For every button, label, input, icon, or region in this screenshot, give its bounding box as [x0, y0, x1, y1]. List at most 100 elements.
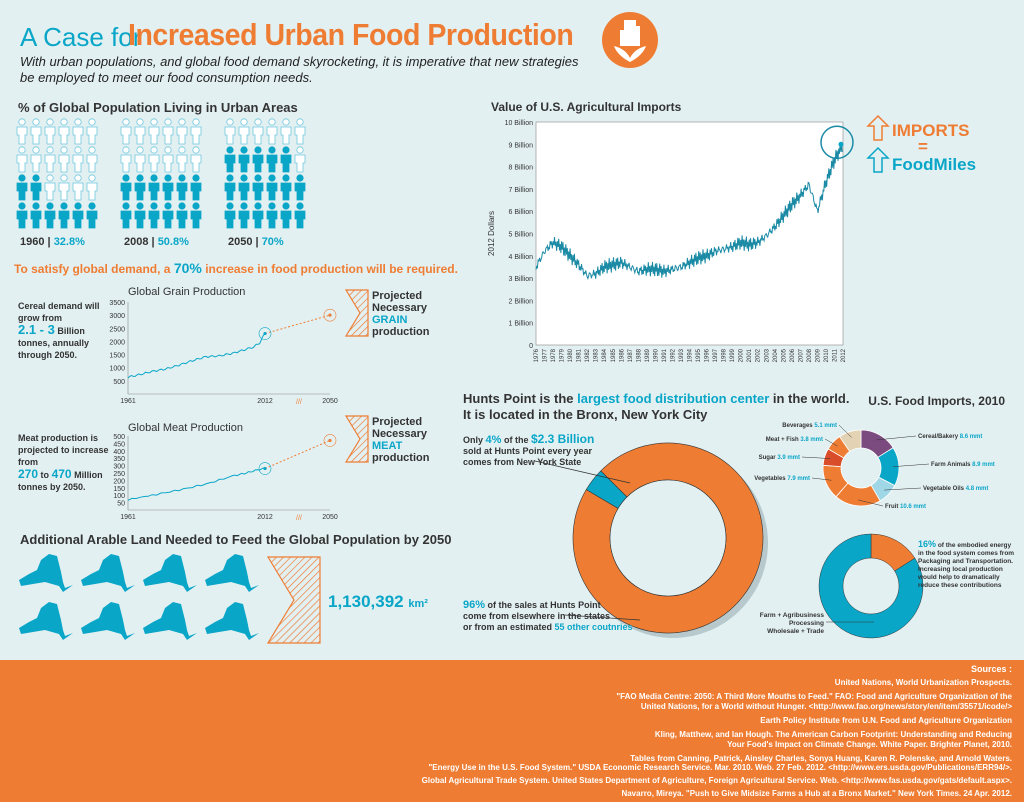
- x-tick-label: 2009: [815, 348, 821, 362]
- y-tick-label: 500: [113, 379, 125, 386]
- person-icon: [252, 118, 264, 145]
- person-icon: [266, 174, 278, 201]
- y-tick-label: 6 Billion: [508, 209, 533, 216]
- person-icon: [294, 202, 306, 229]
- person-icon: [266, 146, 278, 173]
- demand-statement: To satisfy global demand, a 70% increase…: [14, 260, 458, 276]
- year-2050: 2050: [228, 236, 253, 248]
- y-tick-label: 2 Billion: [508, 298, 533, 305]
- person-icon: [148, 174, 160, 201]
- x-tick-label: 1980: [568, 348, 574, 362]
- chart-title: Global Grain Production: [128, 286, 245, 298]
- y-tick-label: 7 Billion: [508, 187, 533, 194]
- energy-labels: Farm + Agribusiness Processing Wholesale…: [759, 612, 824, 635]
- x-tick-label: 1979: [560, 348, 566, 362]
- person-icon: [16, 202, 28, 229]
- meat-projection-label: Projected Necessary MEAT production: [372, 416, 430, 464]
- x-tick-label: 2050: [322, 398, 338, 405]
- x-tick-label: 2050: [322, 514, 338, 521]
- x-tick-label: 2012: [257, 398, 273, 405]
- leader-line: [884, 487, 922, 491]
- city-leaf-logo-icon: [602, 12, 658, 68]
- x-tick-label: 2012: [257, 514, 273, 521]
- chart-title: Value of U.S. Agricultural Imports: [491, 100, 682, 114]
- slice-label: Fruit 10.6 mmt: [885, 504, 926, 510]
- imports-chart: Value of U.S. Agricultural Imports 0 1 Bil…: [487, 100, 854, 362]
- person-icon: [72, 202, 84, 229]
- x-tick-label: 1981: [577, 348, 583, 362]
- person-icon: [86, 146, 98, 173]
- x-tick-label: 2008: [807, 348, 813, 362]
- person-icon: [280, 202, 292, 229]
- person-icon: [238, 174, 250, 201]
- person-icon: [190, 202, 202, 229]
- y-tick-label: 2000: [109, 339, 125, 346]
- x-tick-label: 1983: [594, 348, 600, 362]
- leader-line: [876, 435, 917, 441]
- person-icon: [176, 202, 188, 229]
- person-icon: [280, 118, 292, 145]
- imports-series-line: [535, 142, 843, 280]
- equals-label: =: [918, 137, 928, 156]
- slice-label: Farm Animals 8.9 mmt: [931, 462, 995, 468]
- grain-note: Cereal demand will grow from 2.1 - 3 Bil…: [18, 301, 100, 360]
- chart-title: U.S. Food Imports, 2010: [868, 394, 1005, 408]
- grain-projection-label: Projected Necessary GRAIN production: [372, 290, 430, 338]
- x-tick-label: 1982: [585, 348, 591, 362]
- subtitle: With urban populations, and global food …: [20, 54, 579, 85]
- y-tick-label: 1000: [109, 366, 125, 373]
- plot-area: [535, 121, 844, 346]
- hunts-ny-note: Only 4% of the $2.3 Billion sold at Hunt…: [463, 432, 595, 467]
- hunts-elsewhere-note: 96% of the sales at Hunts Point come fro…: [463, 599, 633, 633]
- x-tick-label: 2003: [764, 348, 770, 362]
- axis-break-icon: ///: [296, 515, 302, 522]
- slice-label: Vegetable Oils 4.8 mmt: [923, 486, 988, 492]
- energy-leader-line: [826, 621, 874, 623]
- title-prefix: A Case for: [20, 22, 142, 52]
- person-icon: [16, 174, 28, 201]
- slice-label: Meat + Fish 3.8 mmt: [766, 437, 823, 443]
- chart-title: Global Meat Production: [128, 422, 243, 434]
- person-icon: [162, 202, 174, 229]
- meat-chart: Global Meat Production 501001502002503003…: [113, 422, 338, 522]
- y-tick-label: 400: [113, 449, 125, 456]
- ny-state-map-icon: [19, 554, 73, 592]
- person-icon: [224, 118, 236, 145]
- x-tick-label: 1990: [653, 348, 659, 362]
- donut-hole: [609, 479, 727, 597]
- y-tick-label: 1500: [109, 353, 125, 360]
- donut-slice: [818, 533, 924, 639]
- person-icon: [86, 202, 98, 229]
- person-icon: [176, 174, 188, 201]
- person-icon: [72, 146, 84, 173]
- person-icon: [30, 202, 42, 229]
- x-tick-label: 2000: [739, 348, 745, 362]
- imports-label: IMPORTS: [892, 121, 970, 140]
- x-tick-label: 2002: [756, 348, 762, 362]
- person-icon: [120, 202, 132, 229]
- x-tick-label: 1993: [679, 348, 685, 362]
- y-tick-label: 150: [113, 486, 125, 493]
- y-axis-label: 2012 Dollars: [487, 211, 496, 256]
- y-tick-label: 3500: [109, 300, 125, 307]
- person-icon: [190, 146, 202, 173]
- highlight-circle: [820, 125, 854, 160]
- foodmiles-label: FoodMiles: [892, 155, 977, 174]
- slice-label: Vegetables 7.9 mmt: [754, 476, 810, 482]
- person-icon: [58, 146, 70, 173]
- x-tick-label: 2004: [773, 348, 779, 362]
- leader-line: [892, 463, 930, 467]
- urban-heading: % of Global Population Living in Urban A…: [18, 100, 298, 115]
- y-tick-label: 50: [117, 501, 125, 508]
- slice-label: Cereal/Bakery 8.6 mmt: [918, 434, 982, 440]
- grain-chart: Global Grain Production 500 1000 1500 2000 25…: [109, 286, 338, 406]
- x-tick-label: 1991: [662, 348, 668, 362]
- projection-point: [328, 438, 332, 443]
- sources-heading: Sources :: [970, 664, 1012, 674]
- up-arrow-icons: [866, 114, 890, 173]
- person-icon: [30, 118, 42, 145]
- land-hatch: [266, 556, 321, 644]
- source-4: Kling, Matthew, and Ian Hough. The Ameri…: [654, 730, 1012, 739]
- x-tick-label: 1997: [713, 348, 719, 362]
- person-icon: [148, 146, 160, 173]
